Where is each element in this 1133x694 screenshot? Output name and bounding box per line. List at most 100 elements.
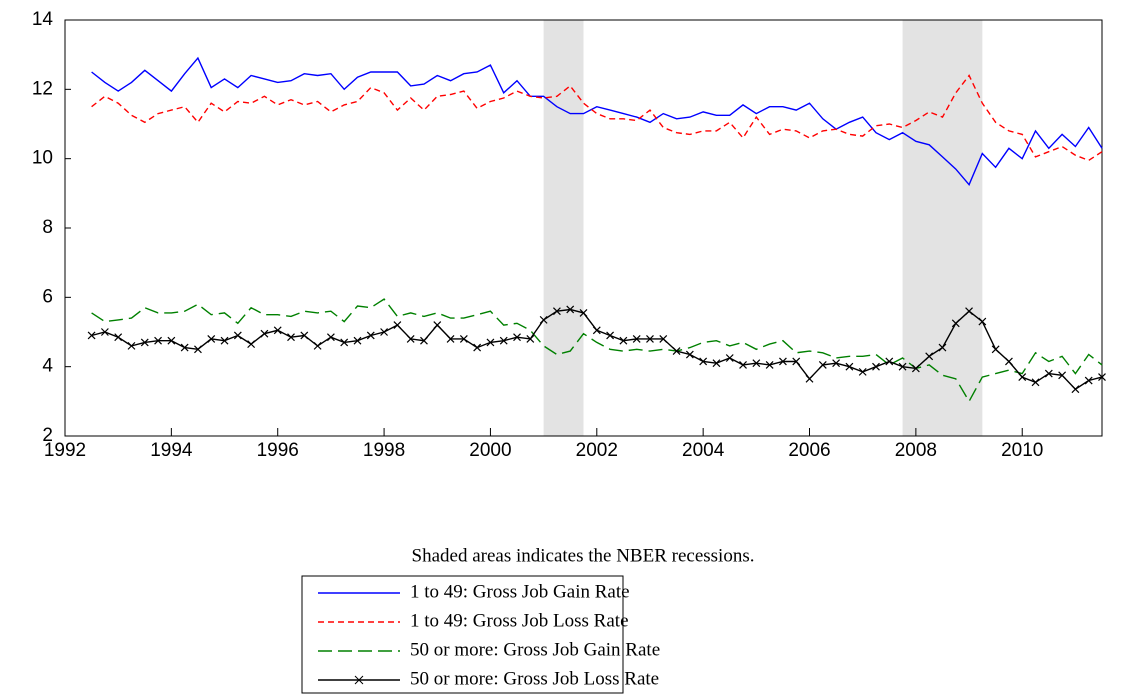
x-marker [180, 343, 189, 352]
series-line [91, 298, 1103, 403]
x-marker [393, 321, 402, 329]
x-marker [725, 354, 734, 362]
x-tick-label: 2006 [788, 440, 830, 461]
x-marker [260, 329, 269, 338]
x-tick-label: 1992 [44, 440, 86, 461]
x-marker [606, 331, 615, 340]
x-marker [712, 359, 721, 368]
x-marker [233, 331, 242, 340]
x-marker [579, 309, 588, 317]
x-marker [499, 336, 508, 345]
x-marker [459, 335, 468, 343]
x-marker [87, 331, 96, 340]
x-marker [552, 307, 561, 316]
x-marker [366, 331, 375, 340]
x-marker [287, 333, 295, 342]
note: Shaded areas indicates the NBER recessio… [412, 545, 755, 566]
x-marker [885, 357, 894, 366]
y-tick-label: 10 [32, 148, 53, 169]
legend-label: 50 or more: Gross Job Loss Rate [410, 668, 659, 689]
x-marker [1098, 373, 1106, 381]
x-tick-label: 1994 [150, 440, 193, 461]
x-marker [154, 336, 162, 345]
y-tick-label: 8 [42, 217, 53, 238]
x-marker [100, 328, 109, 336]
x-marker [1084, 376, 1093, 385]
x-marker [978, 317, 987, 326]
x-marker [526, 335, 535, 343]
x-marker [845, 362, 854, 371]
x-marker [446, 335, 455, 343]
x-marker [326, 333, 335, 342]
x-marker [752, 359, 761, 368]
y-tick-label: 2 [42, 425, 53, 446]
x-marker [1058, 371, 1067, 380]
y-tick-label: 4 [42, 356, 53, 377]
x-marker [486, 338, 495, 347]
series-line [91, 74, 1103, 162]
x-marker [406, 335, 415, 343]
x-marker [313, 341, 322, 350]
legend-label: 1 to 49: Gross Job Gain Rate [410, 581, 630, 602]
x-marker [592, 326, 601, 335]
x-marker [167, 336, 176, 345]
x-tick-label: 1996 [257, 440, 299, 461]
x-marker [619, 336, 628, 345]
x-tick-label: 1998 [363, 440, 405, 461]
y-tick-label: 14 [32, 9, 54, 30]
x-tick-label: 2010 [1001, 440, 1043, 461]
x-tick-label: 2000 [469, 440, 511, 461]
x-marker [898, 362, 907, 371]
x-marker [1018, 373, 1027, 381]
x-marker [858, 367, 867, 376]
x-tick-label: 2008 [895, 440, 937, 461]
x-marker [805, 374, 814, 383]
series-line [91, 56, 1103, 187]
x-marker [1044, 369, 1053, 378]
x-marker [739, 361, 747, 369]
x-marker [778, 357, 787, 366]
x-marker [832, 359, 841, 368]
x-tick-label: 2002 [576, 440, 618, 461]
x-marker [951, 319, 960, 328]
x-marker [818, 361, 827, 369]
recession-shade [902, 20, 983, 436]
x-marker [273, 326, 282, 335]
x-marker [300, 331, 309, 340]
x-marker [1005, 357, 1013, 366]
x-marker [114, 333, 123, 342]
x-marker [340, 338, 349, 347]
x-marker [872, 362, 880, 371]
x-marker [140, 338, 149, 347]
x-marker [380, 328, 389, 336]
x-marker [473, 343, 482, 352]
x-marker [925, 352, 934, 361]
legend-label: 1 to 49: Gross Job Loss Rate [410, 610, 629, 631]
x-marker [911, 364, 920, 373]
x-marker [672, 347, 681, 355]
x-marker [632, 335, 641, 343]
y-tick-label: 12 [32, 78, 53, 99]
x-marker [127, 341, 136, 350]
x-marker [513, 333, 521, 342]
x-marker [539, 315, 548, 324]
legend-label: 50 or more: Gross Job Gain Rate [410, 639, 660, 660]
recession-shade [543, 20, 584, 436]
x-marker [207, 335, 216, 343]
x-marker [792, 357, 801, 366]
x-marker [566, 305, 575, 314]
x-tick-label: 2004 [682, 440, 725, 461]
x-marker [433, 321, 442, 329]
x-marker [194, 345, 202, 354]
x-marker [765, 361, 774, 369]
x-marker [991, 345, 1000, 354]
x-marker [1031, 378, 1040, 387]
legend-marker [354, 675, 364, 685]
x-marker [938, 343, 947, 352]
y-tick-label: 6 [42, 286, 53, 307]
x-marker [247, 340, 256, 349]
x-marker [646, 335, 654, 343]
x-marker [1071, 385, 1080, 394]
x-marker [699, 357, 708, 366]
